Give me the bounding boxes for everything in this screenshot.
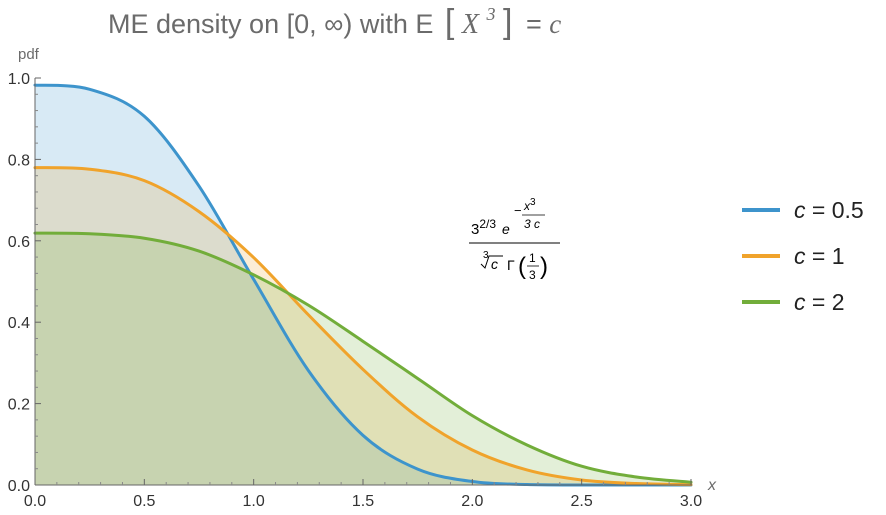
y-tick-label: 1.0 xyxy=(8,71,30,88)
title-equals: = xyxy=(526,9,549,39)
x-tick-label: 2.5 xyxy=(571,493,593,510)
x-tick-label: 0.5 xyxy=(133,493,155,510)
legend-label-3: c = 2 xyxy=(794,289,845,315)
chart-title: ME density on [0, ∞) with E [ X 3 ] = c xyxy=(108,0,561,41)
y-ticks: 0.0 0.2 0.4 0.6 0.8 1.0 xyxy=(8,71,41,495)
title-exponent: 3 xyxy=(485,4,495,24)
area-fills xyxy=(35,85,691,486)
formula-paren-open: ( xyxy=(518,253,526,280)
formula-paren-close: ) xyxy=(540,253,548,280)
formula-exp-denominator: 3 c xyxy=(524,217,540,231)
legend-label-2: c = 1 xyxy=(794,243,845,269)
legend-label-1: c = 0.5 xyxy=(794,197,864,223)
title-bracket-open: [ xyxy=(445,3,455,41)
series-line-3 xyxy=(33,231,693,484)
y-tick-label: 0.2 xyxy=(8,397,30,414)
formula-gamma-den: 3 xyxy=(529,268,536,282)
formula-exp-sign: − xyxy=(514,203,522,218)
x-axis-label: x xyxy=(707,477,717,494)
title-bracket-close: ] xyxy=(503,3,512,41)
title-prefix: ME density on [0, ∞) with E xyxy=(108,9,433,39)
area-fill-series-2 xyxy=(35,167,691,485)
x-tick-label: 1.0 xyxy=(243,493,265,510)
y-tick-label: 0.4 xyxy=(8,315,30,332)
x-ticks: 0.0 0.5 1.0 1.5 2.0 2.5 3.0 xyxy=(24,479,702,510)
y-tick-label: 0.0 xyxy=(8,478,30,495)
formula-exp-base: e xyxy=(502,221,510,237)
area-fill-series-3 xyxy=(35,233,691,485)
x-tick-label: 3.0 xyxy=(680,493,702,510)
formula-gamma-num: 1 xyxy=(529,251,536,265)
y-tick-label: 0.6 xyxy=(8,234,30,251)
formula-annotation: 32/3 e − x3 3 c 3 c Γ ( 1 3 ) xyxy=(469,197,560,282)
title-constant: c xyxy=(549,9,561,39)
legend: c = 0.5 c = 1 c = 2 xyxy=(742,197,864,315)
formula-root-index: 3 xyxy=(483,250,489,261)
x-tick-label: 2.0 xyxy=(461,493,483,510)
radical-sign xyxy=(480,255,503,269)
x-tick-label: 0.0 xyxy=(24,493,46,510)
title-variable: X xyxy=(461,9,480,40)
area-fill-series-1 xyxy=(35,85,691,486)
y-tick-label: 0.8 xyxy=(8,152,30,169)
y-axis-label: pdf xyxy=(18,46,40,63)
formula-coeff: 32/3 xyxy=(471,217,496,238)
formula-root-arg: c xyxy=(491,256,498,272)
formula-exp-numerator: x3 xyxy=(523,197,536,213)
x-tick-label: 1.5 xyxy=(352,493,374,510)
formula-gamma: Γ xyxy=(507,257,515,273)
